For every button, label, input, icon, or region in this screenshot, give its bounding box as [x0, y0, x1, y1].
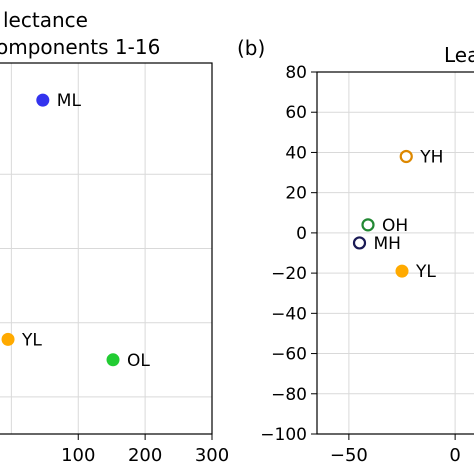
- panel-a-xtick-label: 100: [61, 445, 95, 466]
- panel-b-ytick-label: −80: [271, 385, 307, 405]
- panel-b-ytick-label: −100: [260, 425, 307, 445]
- panel-b-ytick-label: 20: [285, 184, 307, 204]
- panel-b-point-yh: [399, 149, 413, 164]
- panel-b-xtick-label: 0: [449, 445, 460, 466]
- panel-b-point-label-oh: OH: [382, 216, 408, 236]
- panel-b-ytick-label: −60: [271, 345, 307, 365]
- panel-b-point-label-mh: MH: [374, 234, 401, 254]
- panel-a-title: lectance: [3, 8, 88, 32]
- panel-b-ytick-label: 0: [296, 224, 307, 244]
- panel-a-ticks: 100 200 300: [61, 434, 229, 466]
- panel-b-ytick-label: 40: [285, 143, 307, 163]
- panel-b-ytick-label: −40: [271, 304, 307, 324]
- panel-b-frame: [316, 71, 474, 435]
- panel-b-point-label-yl: YL: [415, 262, 436, 282]
- panel-a-point-yl: [1, 332, 15, 346]
- panel-b-point-label-yh: YH: [419, 147, 443, 167]
- panel-a-point-label-ol: OL: [127, 351, 150, 371]
- panel-b-point-mh: [352, 236, 367, 250]
- panel-a-grid: [0, 63, 212, 434]
- panel-a-point-ml: [36, 93, 50, 107]
- panel-a-xtick-label: 200: [128, 445, 162, 466]
- panel-a-xtick-label: 300: [195, 445, 229, 466]
- panel-b-xtick-label: −50: [330, 445, 368, 466]
- panel-a-points: ML YL OL: [1, 91, 150, 371]
- panel-b-ticks: −50 0 80 60 40 20 0 −20 −40 −60 −80 −100: [260, 63, 461, 466]
- panel-b-ytick-label: 80: [285, 63, 307, 83]
- panel-a-frame: [0, 62, 213, 435]
- panel-b-title: Lea: [444, 43, 474, 67]
- panel-b-ytick-label: −20: [271, 264, 307, 284]
- panel-a-subtitle: omponents 1-16: [0, 35, 160, 59]
- panel-b-point-yl: [395, 264, 409, 278]
- panel-a-point-label-ml: ML: [57, 91, 82, 111]
- panel-a-point-label-yl: YL: [21, 330, 42, 350]
- panel-b-chart: (b) Lea −50 0 80 60 40 20 0 −20 −40 −60 −80 −100 YH…: [237, 36, 474, 466]
- panel-a-chart: lectance omponents 1-16 100 200 300 ML YL OL: [0, 8, 229, 466]
- panel-a-point-ol: [106, 353, 120, 367]
- panel-b-point-oh: [361, 218, 375, 232]
- panel-b-ytick-label: 60: [285, 103, 307, 123]
- panel-b-label: (b): [237, 36, 265, 60]
